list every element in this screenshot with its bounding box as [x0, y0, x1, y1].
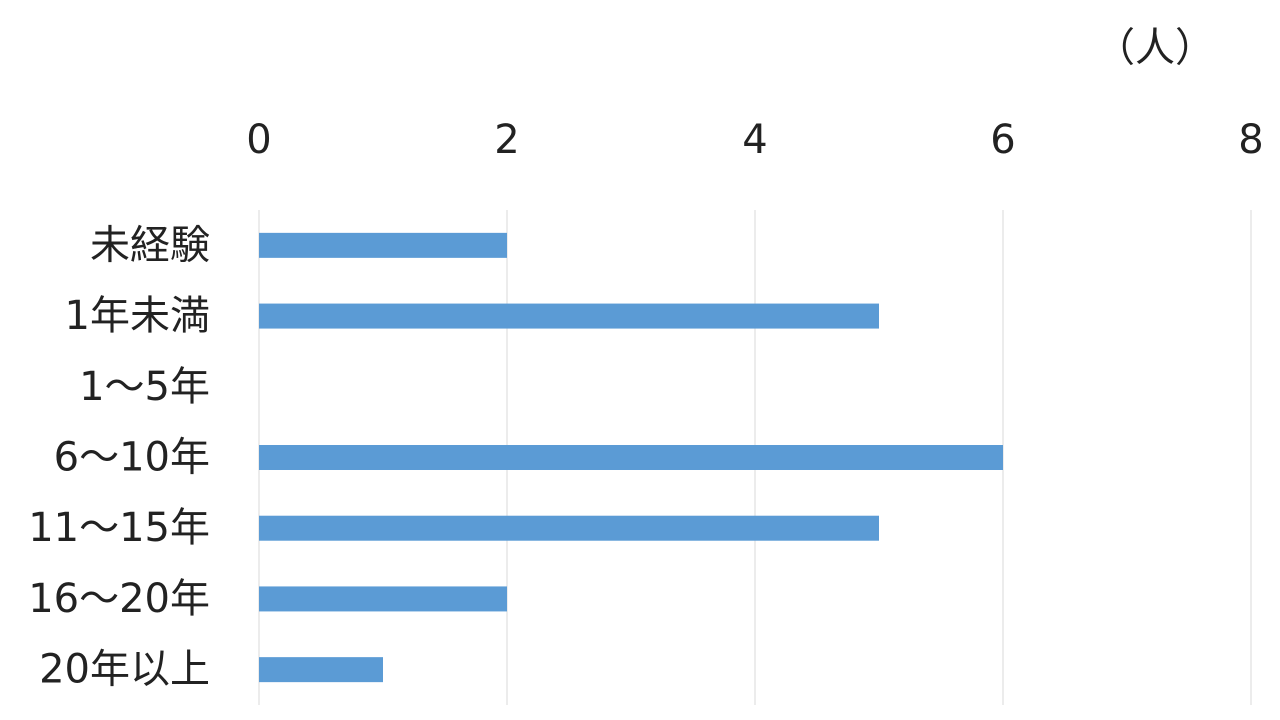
bar [259, 303, 879, 329]
y-tick-label: 1年未満 [65, 293, 210, 339]
y-tick-label: 11～15年 [28, 505, 210, 551]
x-tick-label: 2 [494, 117, 519, 163]
x-tick-label: 8 [1238, 117, 1263, 163]
y-tick-label: 16～20年 [28, 576, 210, 622]
y-tick-label: 未経験 [90, 222, 210, 268]
x-tick-label: 6 [990, 117, 1015, 163]
y-tick-label: 6～10年 [54, 435, 210, 481]
x-tick-label: 0 [246, 117, 271, 163]
y-tick-label: 1～5年 [79, 364, 210, 410]
bar [259, 515, 879, 541]
bar [259, 586, 507, 612]
bar [259, 445, 1003, 470]
y-tick-label: 20年以上 [39, 647, 210, 693]
unit-label: （人） [1095, 25, 1215, 71]
bar [259, 657, 383, 683]
x-tick-label: 4 [742, 117, 767, 163]
bar [259, 232, 507, 258]
